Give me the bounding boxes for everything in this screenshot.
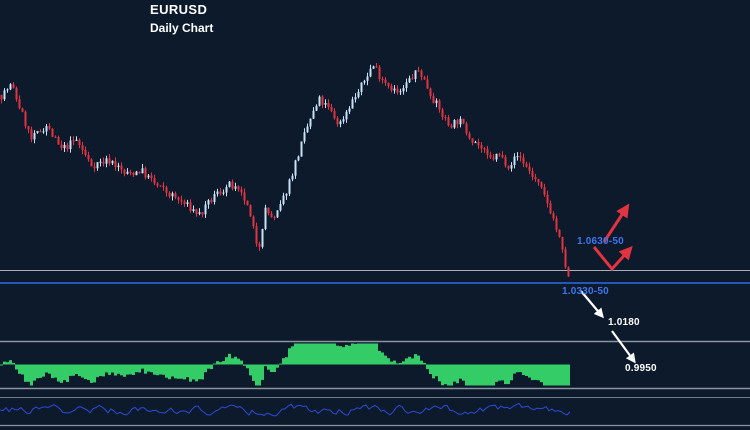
white-arrow-target2 [611,330,636,364]
target2-label: 0.9950 [625,363,657,374]
red-bounce-arrow [592,245,633,272]
chart-title: EURUSD Daily Chart [150,2,214,36]
target1-label: 1.0180 [608,317,640,328]
oscillator-histogram [0,343,570,386]
red-up-arrow [602,203,630,243]
support-label: 1.0330-50 [562,286,609,297]
timeframe-title: Daily Chart [150,20,214,35]
white-arrow-target1 [580,290,604,319]
secondary-indicator-line [0,402,571,417]
resistance-label: 1.0630-50 [577,236,624,247]
candlestick-series [0,63,570,277]
symbol-title: EURUSD [150,2,208,17]
horizontal-levels [0,270,750,427]
annotation-arrows [580,203,636,364]
